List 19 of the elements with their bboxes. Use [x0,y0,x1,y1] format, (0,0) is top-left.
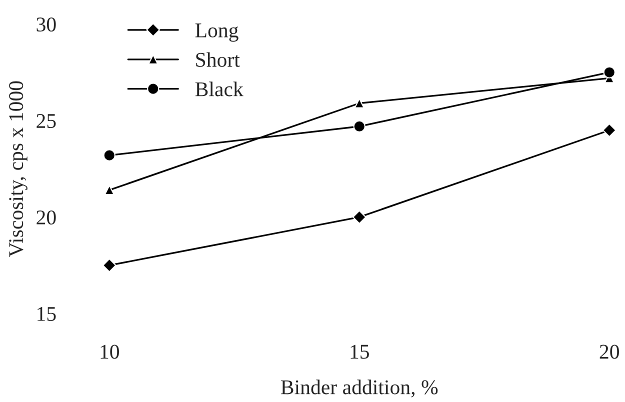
point [602,123,616,138]
y-axis-title: Viscosity, cps x 1000 [9,81,28,257]
x-tick-label: 10 [100,344,119,359]
point [103,149,116,162]
point [352,210,366,224]
y-tick-label: 30 [36,17,56,32]
legend-label: Long [195,24,238,42]
x-tick-label: 15 [350,344,369,359]
y-tick-label: 20 [36,210,56,225]
legend-label: Short [196,52,240,67]
point [104,185,114,196]
y-tick-label: 15 [38,307,56,321]
point [353,120,366,132]
point [102,258,116,272]
x-tick-label: 20 [600,344,619,359]
y-tick-label: 25 [36,114,56,128]
point [603,66,616,78]
legend-label: Black [195,82,244,96]
x-axis-title: Binder addition, % [280,380,438,398]
